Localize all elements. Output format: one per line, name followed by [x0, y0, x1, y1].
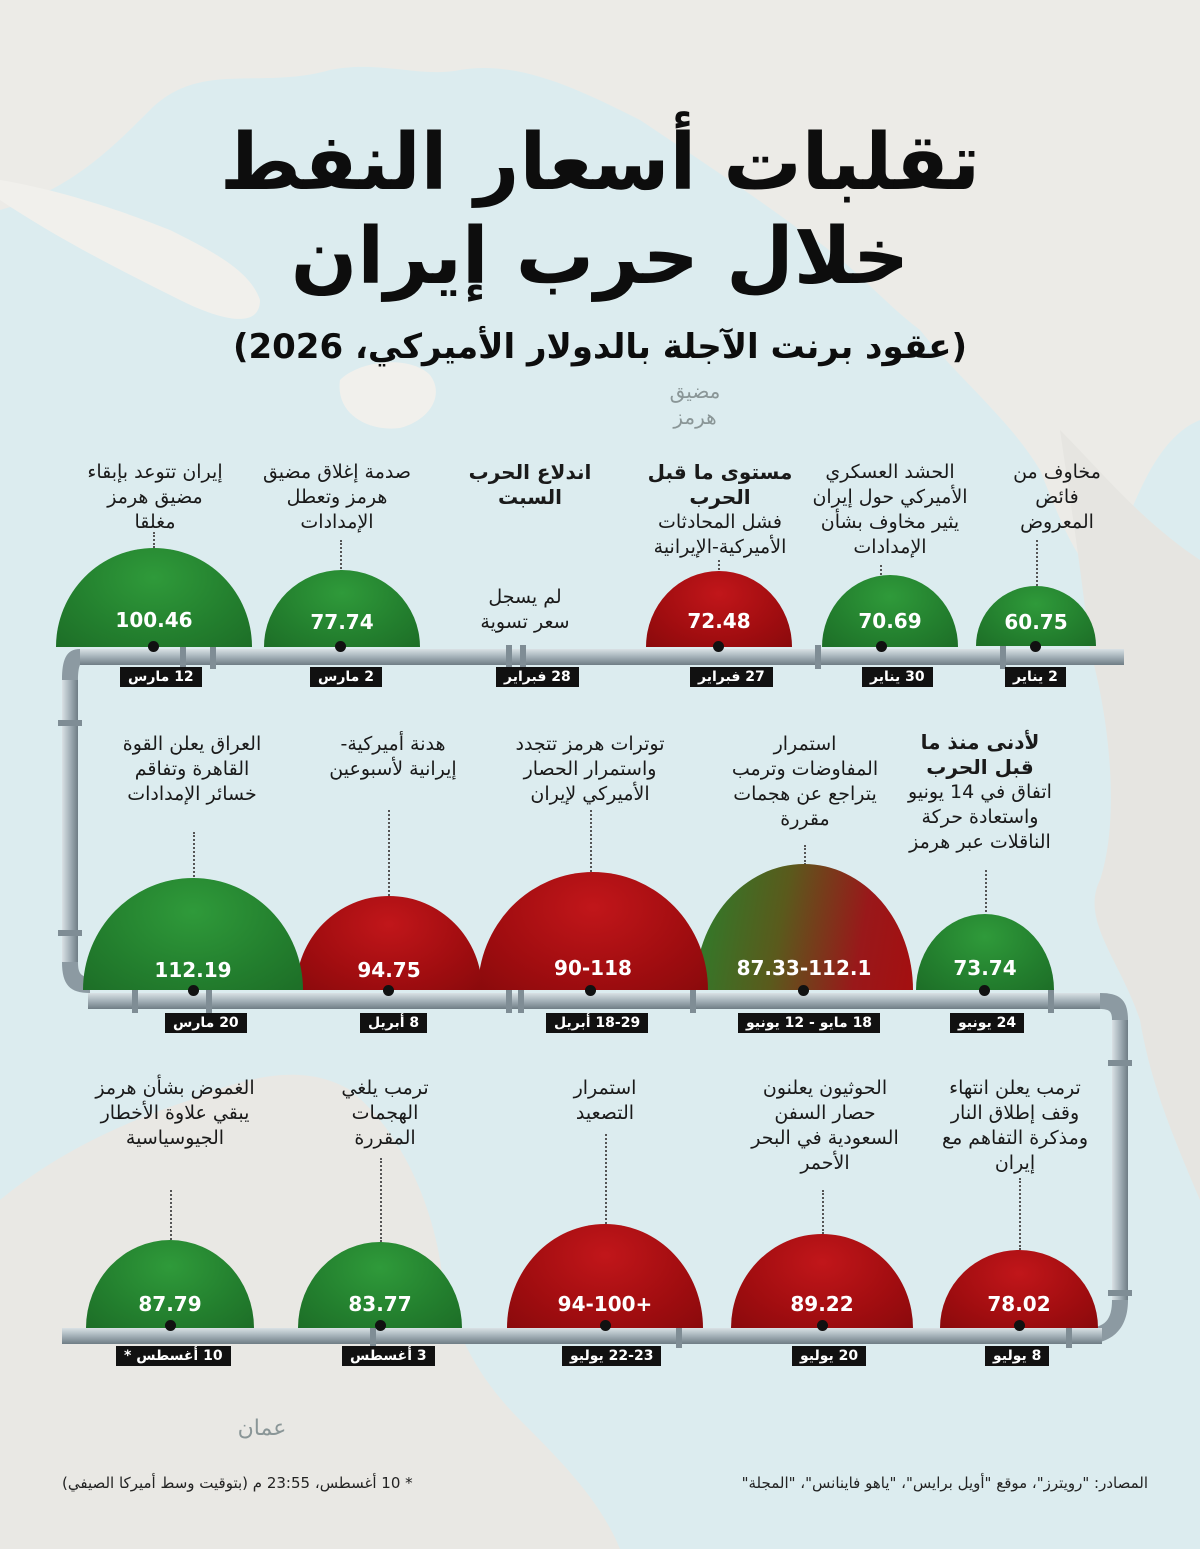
connector-dots: [388, 810, 390, 896]
connector-dots: [170, 1190, 172, 1240]
price-value: 78.02: [987, 1292, 1051, 1316]
timeline-pin: [713, 641, 724, 652]
date-badge: 12 مارس: [120, 667, 202, 687]
connector-dots: [1019, 1178, 1021, 1250]
event-label: إيران تتوعد بإبقاء مضيق هرمز مغلقا: [87, 461, 223, 533]
date-badge: 27 فبراير: [690, 667, 773, 687]
timeline-pin: [876, 641, 887, 652]
event-label: مستوى ما قبل الحرب فشل المحادثات الأميرك…: [640, 460, 800, 560]
price-value: 77.74: [310, 610, 374, 634]
event-heading: لأدنى منذ ما قبل الحرب: [920, 730, 1040, 779]
date-badge: 8 أبريل: [360, 1013, 428, 1033]
date-badge: 3 أغسطس: [342, 1346, 435, 1366]
price-value: 90-118: [554, 956, 632, 980]
date-badge: 22-23 يوليو: [562, 1346, 662, 1366]
timeline-pin: [375, 1320, 386, 1331]
event-label: لأدنى منذ ما قبل الحرب اتفاق في 14 يونيو…: [900, 730, 1060, 855]
price-value: 87.79: [138, 1292, 202, 1316]
event-label: الحشد العسكري الأميركي حول إيران يثير مخ…: [812, 461, 968, 558]
page-subtitle: (عقود برنت الآجلة بالدولار الأميركي، 202…: [232, 327, 968, 367]
pipeline: [58, 645, 1132, 1348]
date-badge: 18 مايو - 12 يونيو: [738, 1013, 881, 1033]
island: [339, 362, 436, 429]
event-label: استمرار المفاوضات وترمب يتراجع عن هجمات …: [731, 733, 879, 830]
event-label: ترمب يلغي الهجمات المقررة: [341, 1077, 429, 1149]
map-label-oman: عمان: [237, 1416, 287, 1441]
date-badge: 20 مارس: [165, 1013, 247, 1033]
price-value: 87.33-112.1: [736, 956, 872, 980]
timeline-pin: [188, 985, 199, 996]
event-label: لم يسجل سعر تسوية: [480, 586, 570, 633]
event-label: اندلاع الحرب السبت: [455, 460, 605, 510]
event-label: استمرار التصعيد: [573, 1077, 637, 1124]
land-iran-east: [1060, 430, 1200, 1200]
connector-dots: [590, 810, 592, 872]
event-heading: مستوى ما قبل الحرب: [647, 460, 793, 509]
event-label: الغموض بشأن هرمز يبقي علاوة الأخطار الجي…: [95, 1077, 255, 1149]
footnote: * 10 أغسطس، 23:55 م (بتوقيت وسط أميركا ا…: [62, 1474, 413, 1492]
event-label: مخاوف من فائض المعروض: [1013, 461, 1101, 533]
connector-dots: [1036, 540, 1038, 586]
price-value: 112.19: [154, 958, 232, 982]
timeline-pin: [1030, 641, 1041, 652]
event-label: توترات هرمز تتجدد واستمرار الحصار الأمير…: [515, 733, 665, 805]
price-value: 83.77: [348, 1292, 412, 1316]
connector-dots: [340, 540, 342, 572]
timeline-pin: [585, 985, 596, 996]
map-label-strait: مضيق هرمز: [669, 379, 721, 429]
event-label: صدمة إغلاق مضيق هرمز وتعطل الإمدادات: [262, 461, 412, 533]
date-badge: 2 يناير: [1005, 667, 1066, 687]
page-title-line2: خلال حرب إيران: [290, 212, 910, 302]
page-title-line1: تقلبات أسعار النفط: [219, 118, 981, 208]
timeline-pin: [600, 1320, 611, 1331]
event-label: ترمب يعلن انتهاء وقف إطلاق النار ومذكرة …: [941, 1077, 1089, 1174]
timeline-pin: [817, 1320, 828, 1331]
timeline-pin: [383, 985, 394, 996]
connector-dots: [605, 1134, 607, 1224]
event-label: العراق يعلن القوة القاهرة وتفاقم خسائر ا…: [122, 733, 262, 805]
event-label: هدنة أميركية-إيرانية لأسبوعين: [329, 733, 457, 780]
connector-dots: [380, 1158, 382, 1242]
date-badge: 30 يناير: [862, 667, 933, 687]
price-value: 89.22: [790, 1292, 854, 1316]
price-dome: 73.74: [916, 914, 1054, 990]
price-value: 73.74: [953, 956, 1017, 980]
event-label: الحوثيون يعلنون حصار السفن السعودية في ا…: [751, 1077, 899, 1174]
connector-dots: [880, 565, 882, 583]
timeline-pin: [165, 1320, 176, 1331]
connector-dots: [822, 1190, 824, 1234]
timeline-pin: [979, 985, 990, 996]
connector-dots: [153, 532, 155, 548]
timeline-pin: [798, 985, 809, 996]
price-value: 72.48: [687, 609, 751, 633]
date-badge: 24 يونيو: [950, 1013, 1025, 1033]
event-heading: اندلاع الحرب السبت: [468, 460, 592, 509]
price-value: 60.75: [1004, 610, 1068, 634]
event-text: فشل المحادثات الأميركية-الإيرانية: [653, 511, 787, 558]
price-value: 100.46: [115, 608, 193, 632]
land-iran: [0, 0, 1200, 571]
timeline-pin: [148, 641, 159, 652]
event-text: اتفاق في 14 يونيو واستعادة حركة الناقلات…: [908, 781, 1052, 853]
timeline-pin: [335, 641, 346, 652]
date-badge: 18-29 أبريل: [546, 1013, 649, 1033]
connector-dots: [804, 845, 806, 865]
price-value: 70.69: [858, 609, 922, 633]
price-value: 94.75: [357, 958, 421, 982]
date-badge: 8 يوليو: [985, 1346, 1050, 1366]
date-badge: 20 يوليو: [792, 1346, 867, 1366]
date-badge: 2 مارس: [310, 667, 382, 687]
connector-dots: [985, 870, 987, 912]
date-badge: 28 فبراير: [496, 667, 579, 687]
price-value: 94-100+: [557, 1292, 653, 1316]
peninsula: [0, 180, 260, 319]
date-badge: 10 أغسطس *: [116, 1346, 231, 1366]
connector-dots: [193, 832, 195, 880]
timeline-pin: [1014, 1320, 1025, 1331]
sources-note: المصادر: "رويترز"، موقع "أويل برايس"، "ي…: [741, 1474, 1148, 1492]
